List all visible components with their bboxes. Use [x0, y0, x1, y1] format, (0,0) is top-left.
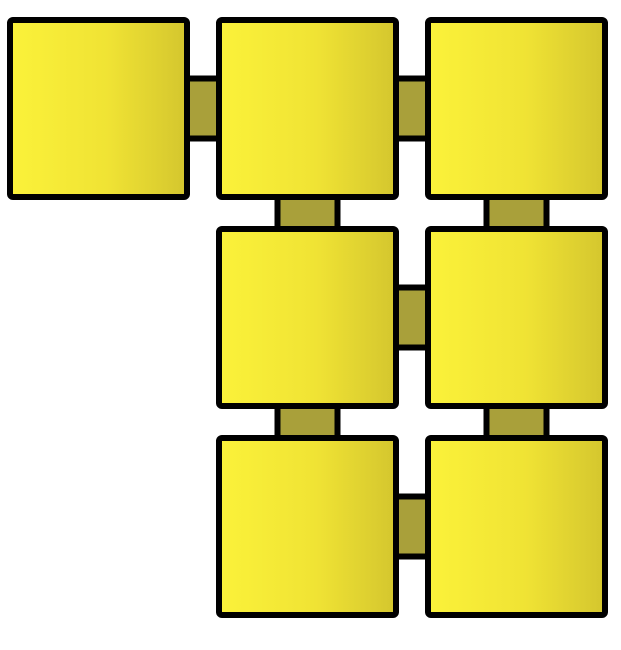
tile-r1-c1[interactable] [216, 226, 399, 409]
tile-face [216, 435, 399, 618]
tile-face [216, 17, 399, 200]
tile-r0-c1[interactable] [216, 17, 399, 200]
tile-r0-c2[interactable] [425, 17, 608, 200]
tile-face [425, 435, 608, 618]
tiles-layer [7, 17, 608, 618]
tile-r2-c2[interactable] [425, 435, 608, 618]
tile-r0-c0[interactable] [7, 17, 190, 200]
tile-face [7, 17, 190, 200]
tile-face [216, 226, 399, 409]
tile-face [425, 17, 608, 200]
tile-r1-c2[interactable] [425, 226, 608, 409]
tile-r2-c1[interactable] [216, 435, 399, 618]
tile-face [425, 226, 608, 409]
